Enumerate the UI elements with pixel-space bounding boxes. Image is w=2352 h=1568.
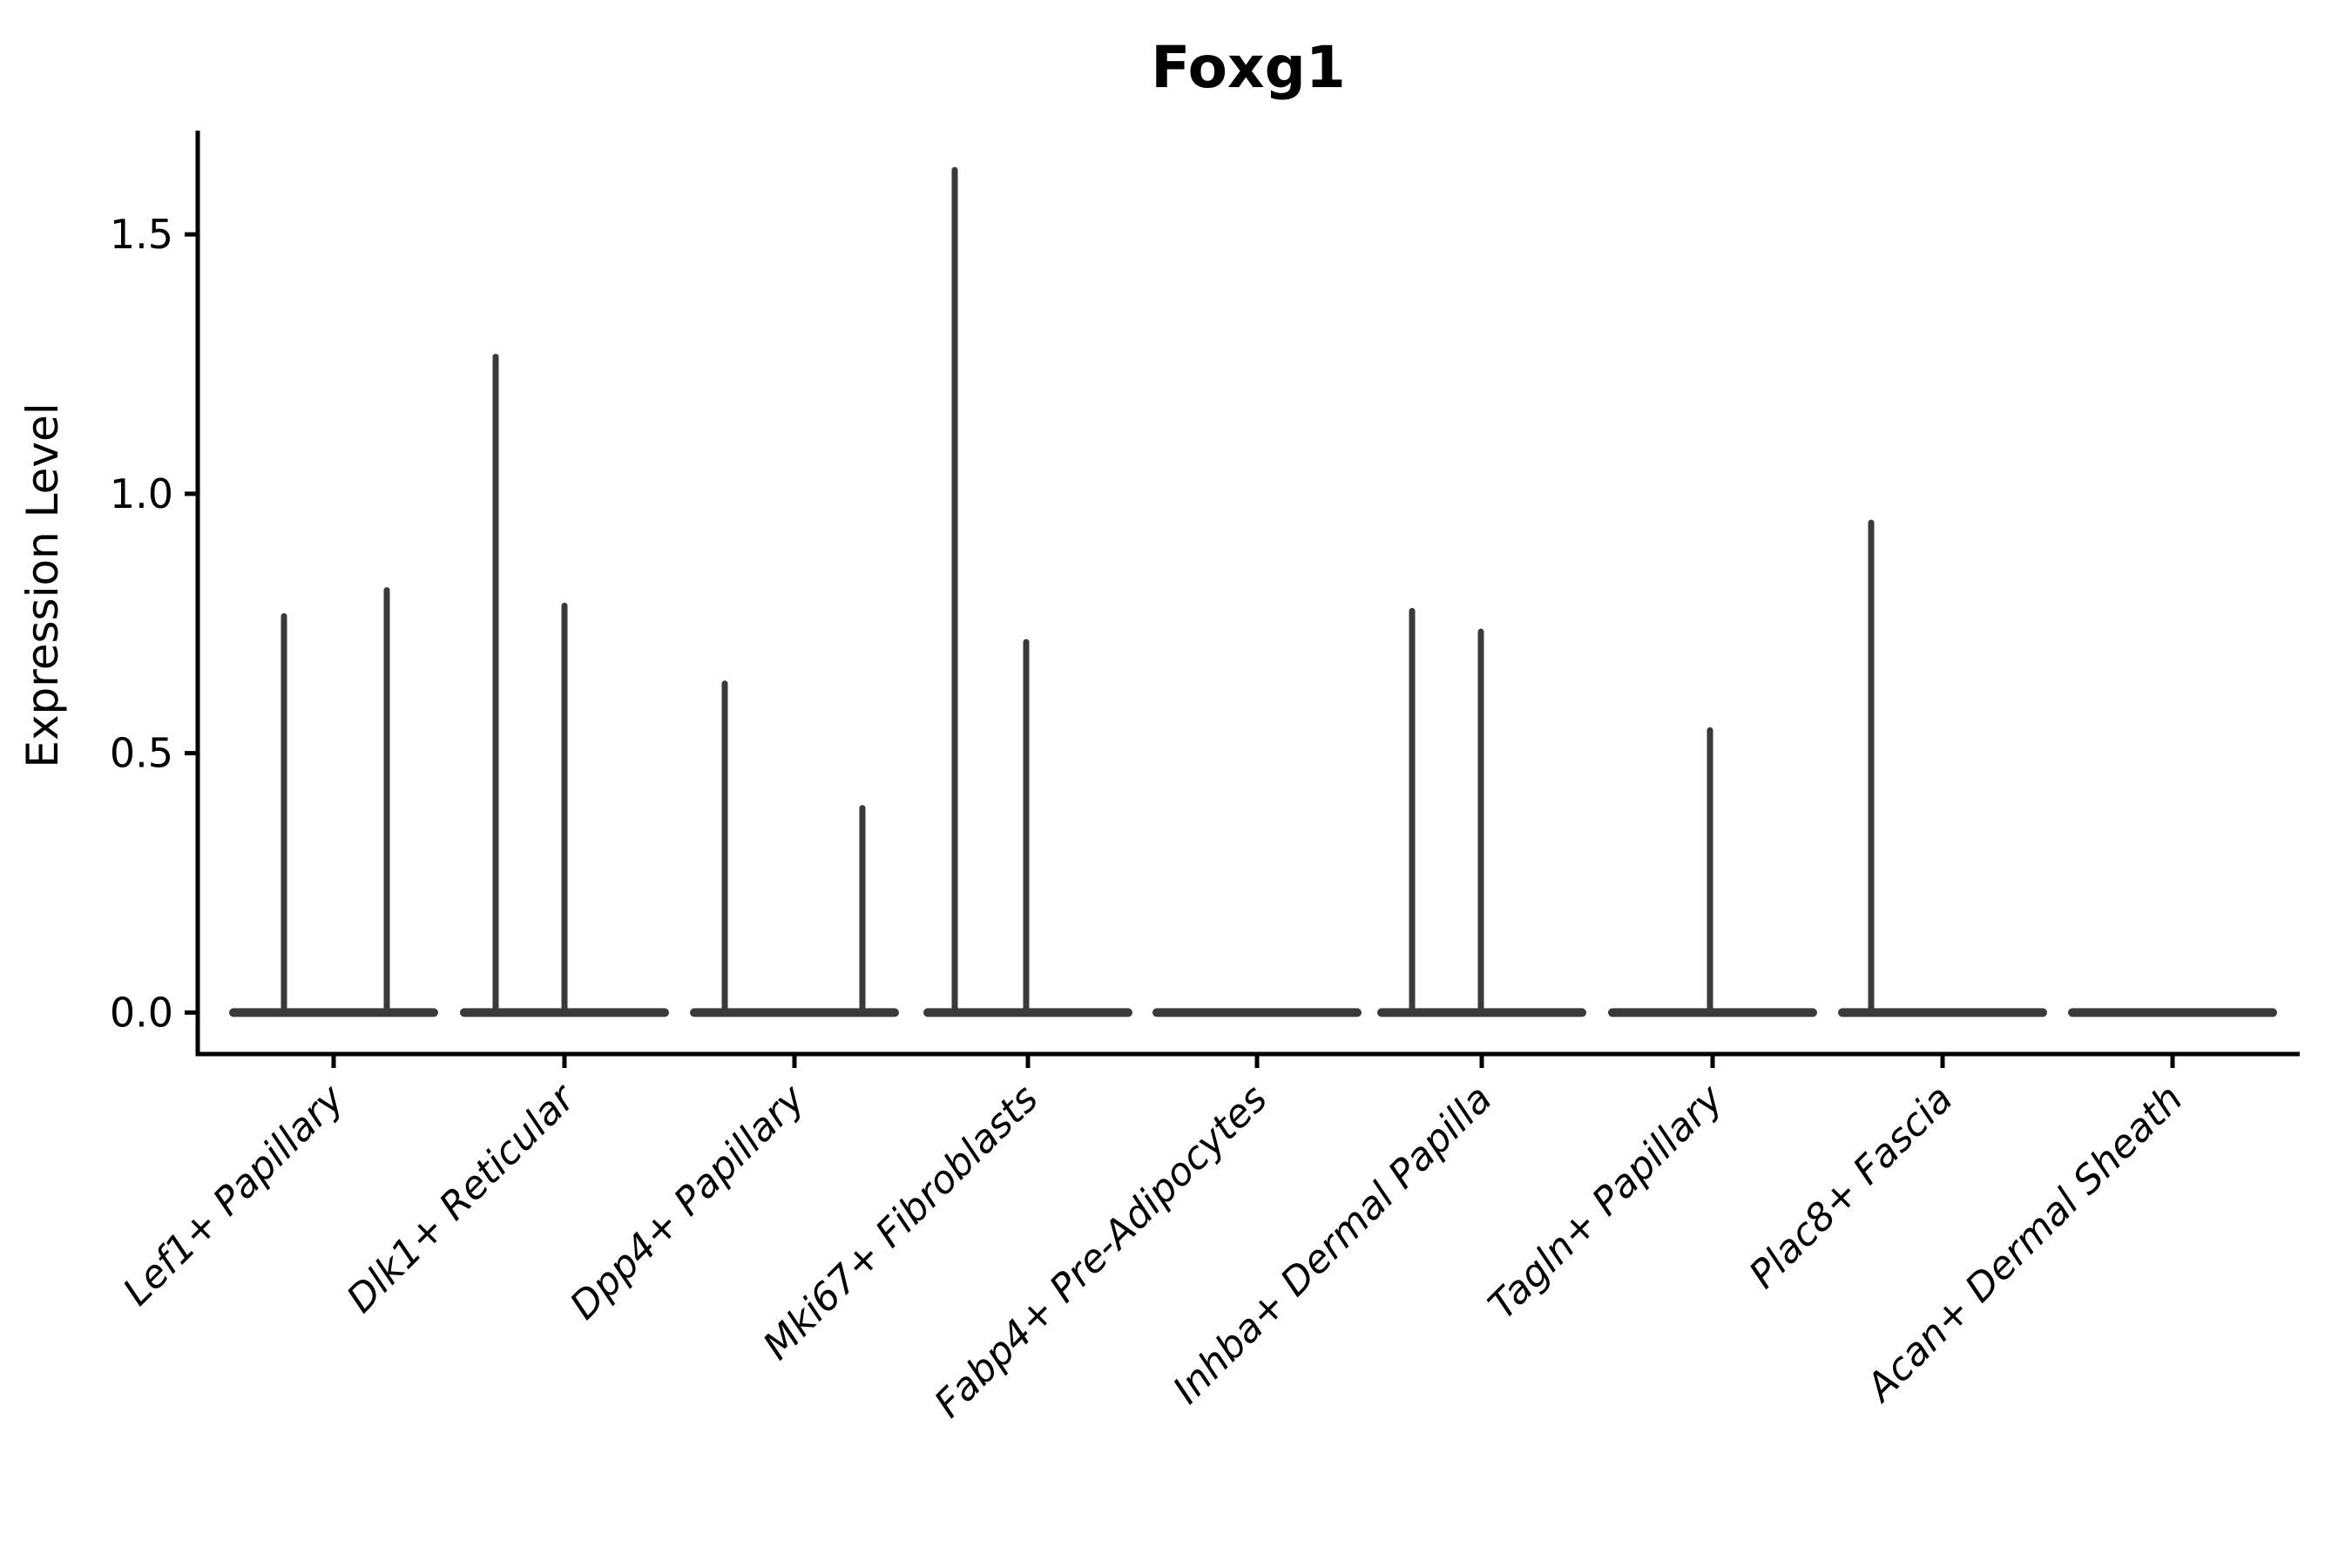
violin-spike [721,680,728,1016]
violin-spike [951,166,958,1016]
violin-spike [561,602,568,1016]
violin-body [2068,1008,2277,1017]
violin-spike [859,805,866,1016]
x-tick-label: Dpp4+ Papillary [562,1076,814,1328]
violin-body [923,1008,1132,1017]
x-tick-label: Tagln+ Papillary [1480,1076,1732,1328]
violin-body [229,1008,438,1017]
violin-spike [280,612,287,1016]
y-tick-label: 0.0 [110,989,173,1036]
y-axis-title: Expression Level [17,402,68,767]
x-tick-label: Dlk1+ Reticular [338,1075,585,1321]
x-tick-label: Lef1+ Papillary [115,1076,354,1315]
violin-spike [1409,607,1416,1016]
violin-spike [1707,727,1713,1016]
chart-title: Foxg1 [1151,34,1346,101]
violin-body [690,1008,899,1017]
violin-spike [492,354,499,1016]
violin-body [1377,1008,1586,1017]
violin-body [1608,1008,1817,1017]
y-tick-label: 1.5 [110,211,173,258]
violin-spike [1868,519,1875,1016]
violin-body [460,1008,669,1017]
violin-spike [383,587,390,1016]
y-tick-label: 1.0 [110,470,173,517]
violin-body [1838,1008,2047,1017]
y-tick-label: 0.5 [110,730,173,777]
violin-spike [1023,639,1030,1016]
violin-body [1152,1008,1362,1017]
x-tick-label: Plac8+ Fascia [1740,1077,1961,1297]
violin-spike [1477,628,1484,1016]
